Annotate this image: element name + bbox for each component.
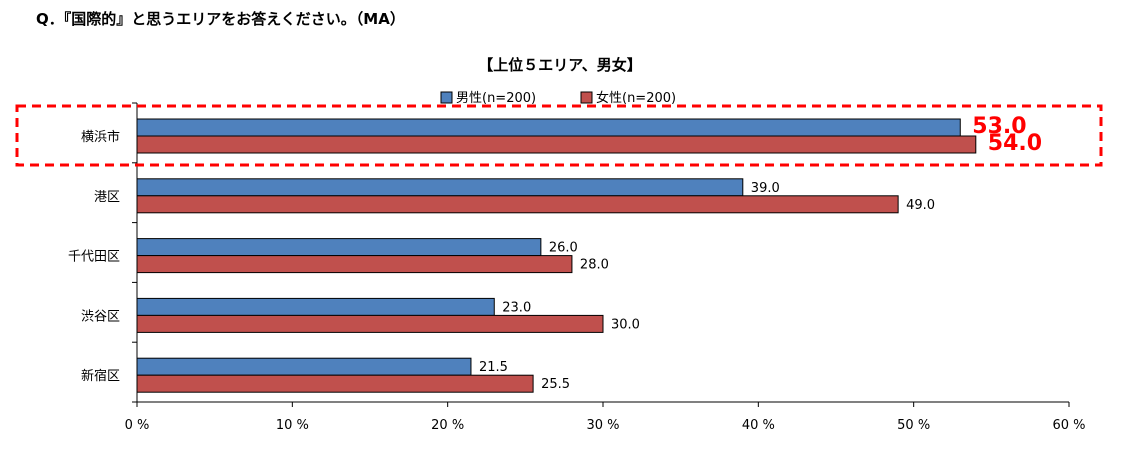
data-label: 54.0	[988, 131, 1042, 156]
bar	[136, 297, 495, 316]
axes: 0 % 10 % 20 % 30 % 40 % 50 % 60 % 横浜市港区千代田区渋谷区新…	[68, 102, 1086, 433]
bar	[136, 314, 604, 333]
x-tick-label: 40 %	[742, 418, 775, 433]
data-label: 49.0	[906, 198, 935, 213]
legend-swatch	[440, 91, 453, 104]
category-label: 渋谷区	[81, 309, 120, 324]
x-tick-label: 30 %	[586, 418, 619, 433]
data-label: 28.0	[580, 258, 609, 273]
x-tick-label: 0 %	[125, 418, 150, 433]
bar	[136, 357, 472, 376]
bars	[136, 118, 977, 393]
bar	[136, 118, 961, 137]
bar	[136, 374, 534, 393]
bar	[136, 178, 744, 197]
data-label: 53.0	[972, 114, 1026, 139]
data-label: 21.5	[479, 360, 508, 375]
category-label: 横浜市	[81, 129, 120, 145]
chart-title: 【上位５エリア、男女】	[478, 56, 642, 74]
legend-label: 男性(n=200)	[456, 91, 536, 106]
legend-label: 女性(n=200)	[596, 90, 676, 106]
legend-item: 男性(n=200)	[440, 91, 536, 106]
bar	[136, 135, 977, 154]
x-tick-label: 20 %	[431, 418, 464, 433]
question-title: Q．『国際的』と思うエリアをお答えください。（MA）	[36, 10, 405, 28]
bar	[136, 238, 542, 257]
x-tick-label: 10 %	[276, 418, 309, 433]
category-label: 千代田区	[68, 250, 120, 265]
legend-swatch	[580, 91, 593, 104]
data-label: 23.0	[502, 300, 531, 315]
legend: 男性(n=200) 女性(n=200)	[440, 90, 676, 106]
bar	[136, 195, 899, 214]
data-label: 30.0	[611, 317, 640, 332]
category-label: 港区	[94, 190, 120, 205]
category-label: 新宿区	[81, 368, 120, 384]
data-labels: 53.054.0 39.0 49.0 26.028.0 23.0 30.0 21.5 25.5	[479, 114, 1042, 392]
data-label: 26.0	[549, 241, 578, 256]
x-tick-label: 50 %	[897, 418, 930, 433]
legend-item: 女性(n=200)	[580, 90, 676, 106]
bar	[136, 255, 573, 274]
x-tick-label: 60 %	[1052, 418, 1085, 433]
data-label: 25.5	[541, 377, 570, 392]
data-label: 39.0	[751, 181, 780, 196]
highlight-box	[15, 104, 1103, 167]
